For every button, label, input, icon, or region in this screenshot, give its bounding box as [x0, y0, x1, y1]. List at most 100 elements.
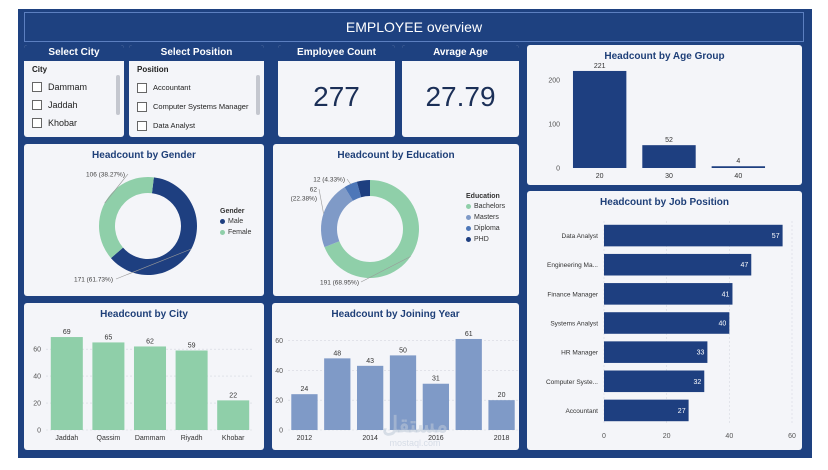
legend-swatch [466, 237, 471, 242]
employee-count-card: Employee Count 277 [278, 45, 395, 137]
legend-item[interactable]: Masters [466, 214, 505, 221]
legend-swatch [466, 226, 471, 231]
checkbox[interactable] [32, 100, 42, 110]
position-slicer-scrollbar[interactable] [256, 75, 260, 115]
city-option-dammam[interactable]: Dammam [32, 78, 87, 96]
city-chart-title: Headcount by City [100, 309, 188, 320]
x-tick-label: 2016 [428, 435, 444, 442]
x-tick-label: Jaddah [55, 435, 78, 442]
y-tick-label: 200 [548, 78, 560, 85]
joining-year-chart: 0 20 40 60 24 48 43 50 31 61 20 2012 2014 2016 2018 [275, 331, 518, 442]
bar [217, 400, 250, 430]
checkbox[interactable] [32, 82, 42, 92]
position-option-computer-systems-manager[interactable]: Computer Systems Manager [137, 97, 248, 116]
position-option-data-analyst[interactable]: Data Analyst [137, 116, 248, 135]
position-slicer[interactable]: Select Position Position Accountant Comp… [129, 45, 264, 137]
y-tick-label: 100 [548, 122, 560, 129]
bar [455, 338, 482, 430]
legend-item[interactable]: Bachelors [466, 203, 505, 210]
leader-line [346, 178, 351, 185]
bar [357, 365, 384, 430]
checkbox[interactable] [32, 118, 42, 128]
x-tick-label: 20 [663, 433, 671, 440]
data-label: 171 (61.73%) [74, 277, 113, 284]
data-label: 59 [188, 343, 196, 350]
position-slicer-title: Select Position [129, 45, 264, 61]
data-label: 50 [399, 347, 407, 354]
legend-label: Bachelors [474, 203, 506, 210]
average-age-title: Avrage Age [402, 45, 519, 61]
city-chart-card: Headcount by City 0 20 40 60 69 Jaddah 65 Qassi… [24, 303, 264, 450]
position-slicer-field: Position [137, 65, 169, 74]
data-label: 48 [333, 350, 341, 357]
legend-item[interactable]: PHD [466, 236, 505, 243]
legend-label: Female [228, 229, 252, 236]
leader-line [115, 248, 192, 280]
y-tick-label: 40 [33, 374, 41, 381]
bar [604, 399, 689, 422]
legend-swatch [220, 230, 225, 235]
bar [324, 358, 351, 430]
position-option-accountant[interactable]: Accountant [137, 78, 248, 97]
employee-count-value: 277 [313, 81, 360, 112]
slice [98, 176, 154, 259]
x-tick-label: Khobar [222, 435, 245, 442]
data-label: (22.38%) [291, 196, 317, 203]
gender-legend-title: Gender [220, 208, 245, 215]
gender-chart-title: Headcount by Gender [92, 150, 196, 161]
bar [291, 394, 318, 430]
data-label: 4 [736, 158, 740, 165]
city-option-khobar[interactable]: Khobar [32, 114, 87, 132]
slice [324, 180, 419, 278]
gender-chart: 171 (61.73%) 106 (38.27%) [74, 172, 197, 284]
slice [321, 187, 353, 248]
dashboard-title: EMPLOYEE overview [24, 12, 804, 42]
slice [344, 181, 362, 201]
city-option-jaddah[interactable]: Jaddah [32, 96, 87, 114]
x-tick-label: 20 [596, 173, 604, 180]
city-slicer[interactable]: Select City City Dammam Jaddah Khobar [24, 45, 124, 137]
education-legend: Education Bachelors Masters Diploma PHD [466, 193, 505, 247]
bar [604, 370, 705, 393]
city-slicer-title: Select City [24, 45, 124, 61]
city-slicer-field: City [32, 65, 48, 74]
leader-line [318, 188, 324, 214]
education-chart: 191 (68.95%) 62 (22.38%) 12 (4.33%) [291, 177, 419, 287]
employee-count-title: Employee Count [278, 45, 395, 61]
checkbox[interactable] [137, 82, 147, 93]
leader-line [104, 173, 129, 204]
data-label: 62 [310, 187, 318, 194]
data-label: 52 [665, 137, 673, 144]
bar [604, 224, 783, 247]
data-label: 57 [772, 233, 780, 240]
bar [92, 342, 125, 430]
x-tick-label: 2014 [362, 435, 378, 442]
legend-item[interactable]: Male [220, 218, 251, 225]
data-label: 62 [146, 338, 154, 345]
category-label: Systems Analyst [550, 321, 598, 328]
city-option-label: Jaddah [48, 100, 78, 110]
legend-swatch [466, 204, 471, 209]
category-label: Accountant [565, 408, 598, 415]
data-label: 33 [697, 350, 705, 357]
y-tick-label: 0 [279, 428, 283, 435]
city-slicer-scrollbar[interactable] [116, 75, 120, 115]
x-tick-label: Riyadh [181, 435, 203, 442]
bar [604, 253, 752, 276]
bar [642, 145, 696, 168]
age-group-chart: 0 100 200 221 20 52 30 4 40 [548, 63, 766, 180]
category-label: HR Manager [561, 350, 599, 357]
x-tick-label: 2012 [297, 435, 313, 442]
data-label: 22 [229, 392, 237, 399]
legend-item[interactable]: Diploma [466, 225, 505, 232]
checkbox[interactable] [137, 101, 147, 112]
education-legend-title: Education [466, 193, 500, 200]
data-label: 69 [63, 329, 71, 336]
legend-item[interactable]: Female [220, 229, 251, 236]
gender-legend: Gender Male Female [220, 208, 251, 240]
checkbox[interactable] [137, 120, 147, 131]
x-tick-label: Qassim [97, 435, 121, 442]
data-label: 31 [432, 376, 440, 383]
legend-label: Male [228, 218, 244, 225]
x-tick-label: Dammam [135, 435, 166, 442]
